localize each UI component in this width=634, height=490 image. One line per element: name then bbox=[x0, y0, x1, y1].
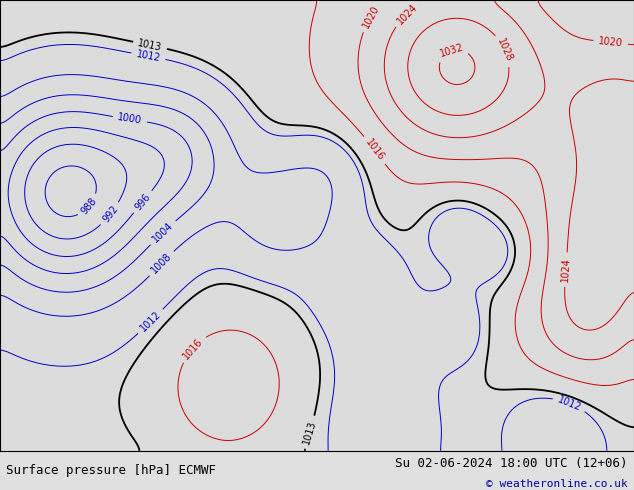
Text: © weatheronline.co.uk: © weatheronline.co.uk bbox=[486, 479, 628, 489]
Text: 1013: 1013 bbox=[137, 38, 163, 53]
Text: 1016: 1016 bbox=[181, 336, 205, 361]
Text: 1008: 1008 bbox=[150, 251, 174, 276]
Text: 988: 988 bbox=[79, 196, 99, 216]
Text: 992: 992 bbox=[101, 204, 120, 224]
Text: 1020: 1020 bbox=[598, 36, 623, 48]
Text: 1012: 1012 bbox=[136, 49, 162, 63]
Text: 1016: 1016 bbox=[363, 138, 386, 163]
Text: 1028: 1028 bbox=[495, 37, 514, 64]
Text: 1020: 1020 bbox=[360, 3, 381, 30]
Text: Surface pressure [hPa] ECMWF: Surface pressure [hPa] ECMWF bbox=[6, 464, 216, 477]
Text: 1024: 1024 bbox=[560, 257, 572, 282]
Text: 1000: 1000 bbox=[117, 113, 143, 126]
Text: Su 02-06-2024 18:00 UTC (12+06): Su 02-06-2024 18:00 UTC (12+06) bbox=[395, 457, 628, 469]
Text: 1024: 1024 bbox=[395, 1, 419, 26]
Text: 1012: 1012 bbox=[556, 394, 583, 413]
Text: 1004: 1004 bbox=[150, 220, 175, 245]
Text: 1013: 1013 bbox=[302, 419, 318, 445]
Text: 1032: 1032 bbox=[438, 42, 465, 59]
Text: 996: 996 bbox=[133, 192, 153, 212]
Text: 1012: 1012 bbox=[138, 309, 163, 334]
